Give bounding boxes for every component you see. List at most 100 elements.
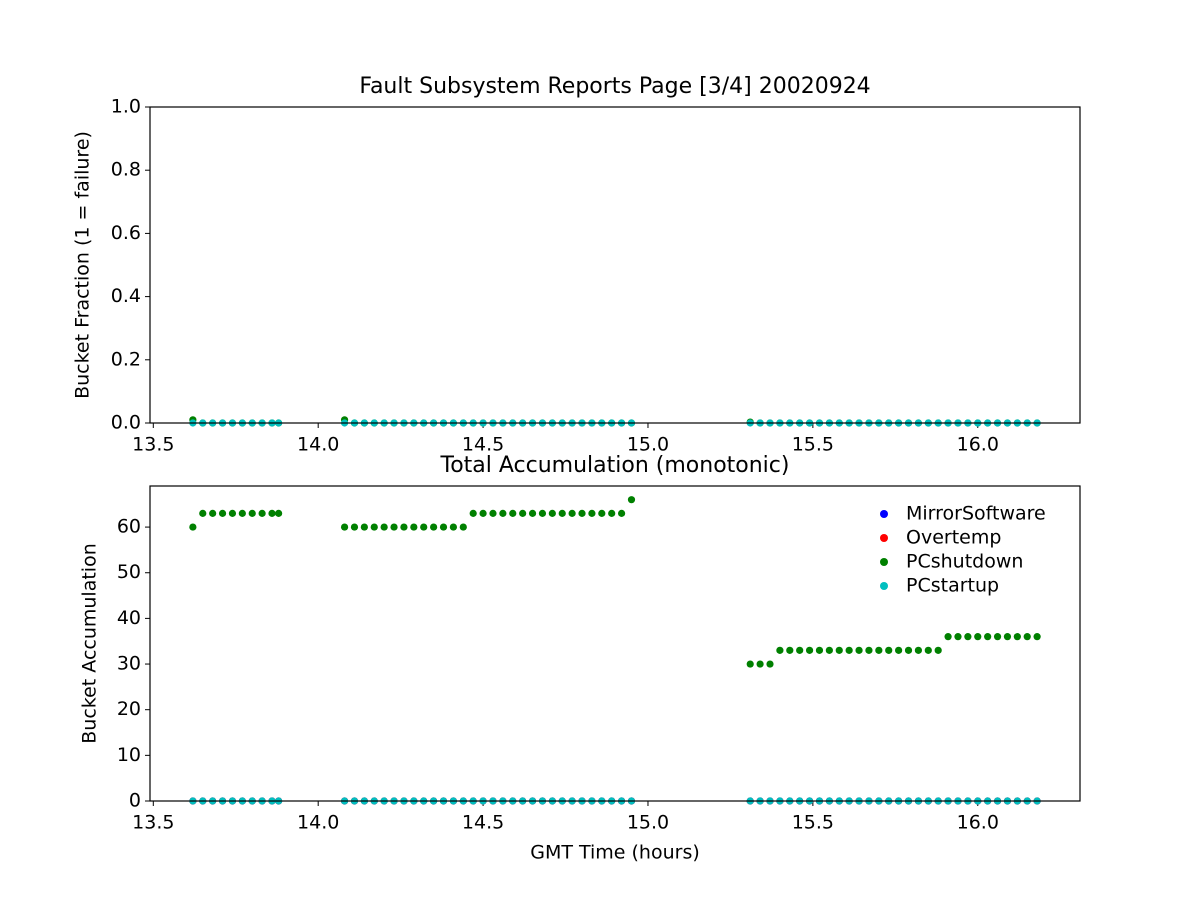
x-tick-label: 16.0	[957, 434, 999, 456]
legend-marker	[880, 558, 888, 566]
x-tick-label: 13.5	[132, 434, 174, 456]
point	[439, 523, 448, 531]
point	[218, 509, 227, 517]
point	[189, 523, 197, 531]
point	[1013, 633, 1021, 641]
y-tick-label: 60	[117, 516, 141, 538]
point	[380, 523, 388, 531]
axes-frame	[149, 106, 1081, 424]
point	[895, 646, 903, 654]
point	[984, 633, 992, 641]
point	[588, 509, 596, 517]
point	[934, 646, 942, 654]
chart-title: Fault Subsystem Reports Page [3/4] 20020…	[359, 74, 870, 99]
point	[499, 509, 507, 517]
x-axis-label: GMT Time (hours)	[530, 842, 700, 864]
legend-marker	[880, 534, 888, 542]
point	[825, 646, 833, 654]
point	[855, 646, 863, 654]
point	[875, 646, 883, 654]
point	[786, 646, 794, 654]
point	[238, 509, 246, 517]
point	[815, 646, 824, 654]
point	[865, 646, 873, 654]
point	[479, 509, 487, 517]
point	[410, 523, 418, 531]
point	[805, 646, 814, 654]
point	[459, 523, 467, 531]
point	[796, 646, 804, 654]
y-tick-label: 0	[129, 790, 141, 812]
x-tick-label: 15.0	[627, 434, 669, 456]
point	[199, 509, 207, 517]
x-tick-label: 16.0	[957, 812, 999, 834]
y-tick-label: 30	[117, 653, 141, 675]
x-tick-label: 14.0	[297, 812, 339, 834]
point	[528, 509, 537, 517]
y-tick-label: 0.6	[111, 222, 141, 244]
x-tick-label: 14.5	[462, 812, 504, 834]
point	[430, 523, 438, 531]
point	[558, 509, 566, 517]
y-tick-label: 0.2	[111, 348, 141, 370]
legend-label: Overtemp	[906, 527, 1001, 549]
y-tick-label: 10	[117, 744, 141, 766]
legend-label: PCstartup	[906, 575, 999, 597]
point	[885, 646, 893, 654]
point	[924, 646, 932, 654]
point	[993, 633, 1002, 641]
point	[275, 509, 283, 517]
point	[1033, 633, 1041, 641]
point	[538, 509, 547, 517]
point	[548, 509, 556, 517]
point	[350, 523, 359, 531]
point	[1003, 633, 1012, 641]
point	[776, 646, 784, 654]
point	[228, 509, 237, 517]
point	[904, 646, 913, 654]
y-axis-label: Bucket Fraction (1 = failure)	[72, 131, 94, 399]
point	[964, 633, 972, 641]
legend-marker	[880, 510, 888, 518]
x-tick-label: 15.5	[792, 812, 834, 834]
point	[370, 523, 378, 531]
legend-label: MirrorSoftware	[906, 503, 1046, 525]
legend-label: PCshutdown	[906, 551, 1023, 573]
point	[248, 509, 256, 517]
point	[845, 646, 853, 654]
x-tick-label: 13.5	[132, 812, 174, 834]
point	[578, 509, 586, 517]
x-tick-label: 15.0	[627, 812, 669, 834]
point	[608, 509, 616, 517]
y-tick-label: 40	[117, 607, 141, 629]
point	[598, 509, 606, 517]
point	[390, 523, 398, 531]
point	[766, 660, 774, 668]
point	[835, 646, 843, 654]
legend-marker	[880, 582, 888, 590]
point	[400, 523, 408, 531]
y-tick-label: 20	[117, 698, 141, 720]
y-tick-label: 0.0	[111, 412, 141, 434]
point	[340, 523, 349, 531]
point	[268, 509, 276, 517]
point	[469, 509, 477, 517]
point	[756, 660, 764, 668]
point	[627, 496, 636, 504]
point	[489, 509, 497, 517]
y-tick-label: 50	[117, 561, 141, 583]
point	[617, 509, 626, 517]
point	[258, 509, 266, 517]
point	[1023, 633, 1031, 641]
x-tick-label: 15.5	[792, 434, 834, 456]
chart-title: Total Accumulation (monotonic)	[440, 453, 790, 478]
point	[519, 509, 527, 517]
y-tick-label: 0.4	[111, 285, 141, 307]
axes-frame	[149, 485, 1081, 802]
y-tick-label: 1.0	[111, 96, 141, 118]
point	[360, 523, 368, 531]
point	[944, 633, 952, 641]
point	[746, 660, 754, 668]
y-axis-label: Bucket Accumulation	[79, 543, 101, 744]
